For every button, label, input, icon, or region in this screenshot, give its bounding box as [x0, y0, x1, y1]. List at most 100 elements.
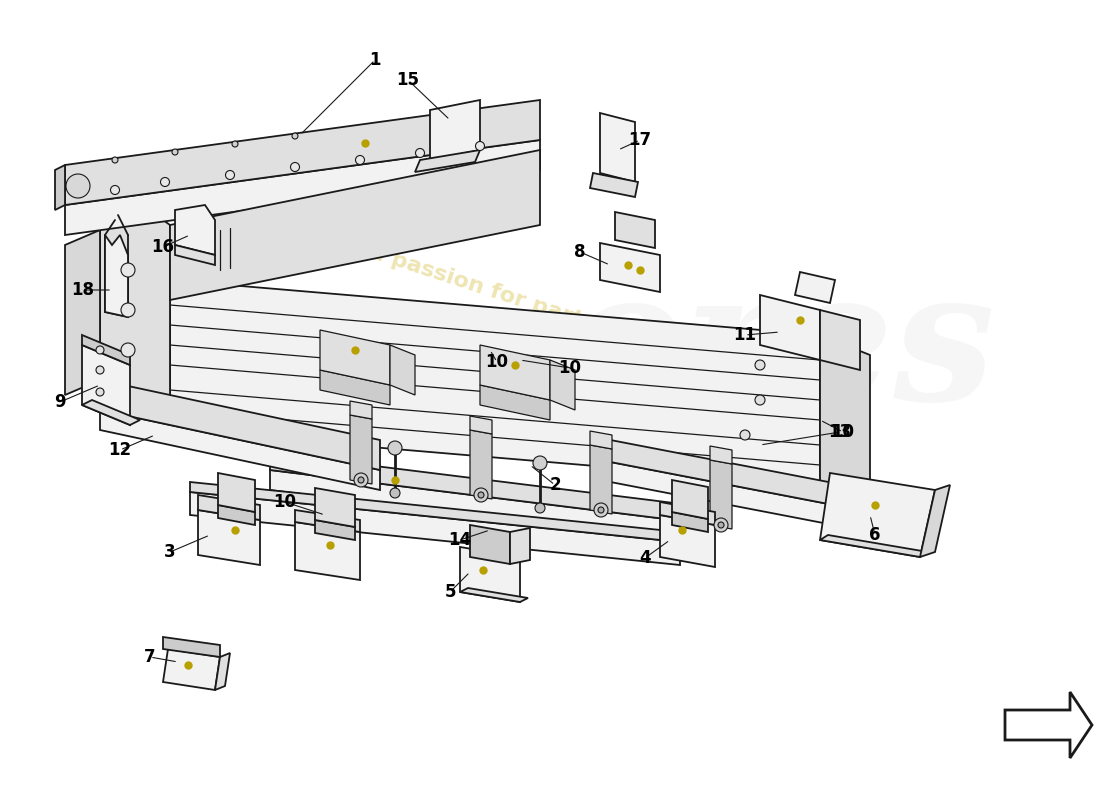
Polygon shape: [820, 310, 860, 370]
Polygon shape: [760, 295, 820, 360]
Circle shape: [535, 503, 544, 513]
Polygon shape: [795, 272, 835, 303]
Text: 14: 14: [449, 531, 472, 549]
Polygon shape: [65, 140, 540, 235]
Polygon shape: [820, 473, 935, 557]
Polygon shape: [175, 205, 214, 255]
Polygon shape: [198, 495, 260, 520]
Circle shape: [96, 346, 104, 354]
Polygon shape: [170, 150, 540, 300]
Polygon shape: [660, 515, 715, 567]
Circle shape: [96, 388, 104, 396]
Text: 10: 10: [559, 359, 582, 377]
Polygon shape: [415, 150, 480, 172]
Polygon shape: [55, 165, 65, 210]
Text: ores: ores: [564, 262, 996, 438]
Polygon shape: [190, 492, 680, 565]
Text: 10: 10: [274, 493, 297, 511]
Text: 8: 8: [574, 243, 585, 261]
Polygon shape: [175, 245, 214, 265]
Circle shape: [172, 149, 178, 155]
Text: 17: 17: [628, 131, 651, 149]
Polygon shape: [104, 235, 128, 317]
Circle shape: [112, 157, 118, 163]
Polygon shape: [82, 335, 130, 365]
Text: 4: 4: [639, 549, 651, 567]
Text: 5: 5: [444, 583, 455, 601]
Polygon shape: [600, 243, 660, 292]
Circle shape: [714, 518, 728, 532]
Polygon shape: [163, 637, 220, 657]
Polygon shape: [350, 415, 372, 484]
Circle shape: [355, 155, 364, 165]
Circle shape: [66, 174, 90, 198]
Polygon shape: [82, 345, 130, 425]
Circle shape: [475, 142, 484, 150]
Polygon shape: [460, 547, 520, 602]
Polygon shape: [390, 345, 415, 395]
Circle shape: [226, 170, 234, 179]
Circle shape: [740, 430, 750, 440]
Polygon shape: [65, 100, 540, 205]
Polygon shape: [470, 430, 492, 499]
Text: 7: 7: [144, 648, 156, 666]
Polygon shape: [710, 446, 732, 464]
Text: 1: 1: [370, 51, 381, 69]
Polygon shape: [550, 360, 575, 410]
Polygon shape: [190, 482, 680, 542]
Circle shape: [354, 473, 368, 487]
Polygon shape: [214, 653, 230, 690]
Polygon shape: [315, 488, 355, 527]
Circle shape: [755, 395, 764, 405]
Circle shape: [755, 360, 764, 370]
Text: 12: 12: [109, 441, 132, 459]
Polygon shape: [295, 510, 360, 532]
Polygon shape: [218, 473, 255, 512]
Polygon shape: [820, 335, 870, 505]
Polygon shape: [660, 502, 715, 525]
Circle shape: [121, 263, 135, 277]
Text: 13: 13: [828, 423, 851, 441]
Text: 10: 10: [832, 423, 855, 441]
Polygon shape: [170, 280, 820, 485]
Text: 16: 16: [152, 238, 175, 256]
Circle shape: [718, 522, 724, 528]
Polygon shape: [672, 512, 708, 532]
Polygon shape: [820, 535, 928, 557]
Polygon shape: [430, 100, 480, 160]
Circle shape: [478, 492, 484, 498]
Polygon shape: [218, 505, 255, 525]
Circle shape: [474, 488, 488, 502]
Polygon shape: [615, 212, 654, 248]
Circle shape: [290, 162, 299, 171]
Circle shape: [110, 186, 120, 194]
Text: 10: 10: [485, 353, 508, 371]
Text: 15: 15: [396, 71, 419, 89]
Polygon shape: [320, 330, 390, 385]
Polygon shape: [100, 410, 380, 490]
Circle shape: [121, 343, 135, 357]
Circle shape: [358, 477, 364, 483]
Text: 2: 2: [549, 476, 561, 494]
Polygon shape: [590, 173, 638, 197]
Polygon shape: [100, 380, 380, 470]
Circle shape: [598, 507, 604, 513]
Polygon shape: [470, 416, 492, 434]
Polygon shape: [480, 345, 550, 400]
Text: 9: 9: [54, 393, 66, 411]
Text: 18: 18: [72, 281, 95, 299]
Polygon shape: [600, 438, 870, 512]
Polygon shape: [600, 460, 870, 532]
Polygon shape: [600, 113, 635, 182]
Polygon shape: [510, 528, 530, 564]
Circle shape: [388, 441, 401, 455]
Text: 6: 6: [869, 526, 881, 544]
Circle shape: [390, 488, 400, 498]
Text: a passion for parts since 1985: a passion for parts since 1985: [367, 242, 733, 378]
Polygon shape: [480, 385, 550, 420]
Circle shape: [416, 149, 425, 158]
Circle shape: [534, 456, 547, 470]
Polygon shape: [100, 230, 170, 430]
Polygon shape: [350, 401, 372, 419]
Polygon shape: [710, 460, 732, 529]
